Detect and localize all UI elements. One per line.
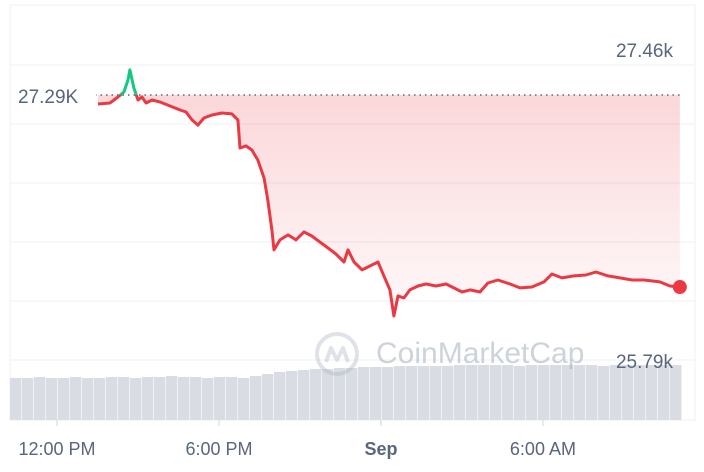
volume-bar <box>550 365 562 420</box>
volume-bar <box>142 377 154 420</box>
volume-bar <box>130 378 142 420</box>
y-tick-label: 25.79k <box>616 352 674 373</box>
volume-bar <box>490 365 502 420</box>
volume-bar <box>430 366 442 420</box>
volume-bar <box>598 366 610 420</box>
volume-bar <box>118 377 130 420</box>
volume-bar <box>274 372 286 420</box>
volume-bar <box>574 365 586 420</box>
price-line <box>97 95 680 318</box>
volume-bar <box>514 366 526 420</box>
volume-bar <box>562 365 574 420</box>
volume-bar <box>394 366 406 420</box>
watermark: CoinMarketCap <box>376 337 584 370</box>
volume-bar <box>238 378 250 420</box>
volume-bar <box>478 365 490 420</box>
volume-bar <box>34 377 46 420</box>
volume-bar <box>442 366 454 420</box>
price-area <box>98 95 680 316</box>
volume-bar <box>310 369 322 420</box>
volume-bar <box>382 367 394 420</box>
volume-bar <box>406 366 418 420</box>
volume-bar <box>262 374 274 420</box>
volume-bar <box>670 365 682 420</box>
x-tick-label: 6:00 PM <box>185 439 252 459</box>
volume-bar <box>634 365 646 420</box>
volume-bar <box>58 378 70 420</box>
volume-bar <box>622 365 634 420</box>
volume-bar <box>190 377 202 420</box>
volume-bar <box>154 377 166 420</box>
volume-bar <box>502 365 514 420</box>
x-tick-label: 12:00 PM <box>18 439 95 459</box>
watermark-logo <box>315 332 359 376</box>
x-tick-label: Sep <box>364 439 397 459</box>
volume-bar <box>466 365 478 420</box>
volume-bar <box>214 377 226 420</box>
volume-bar <box>178 377 190 420</box>
volume-bar <box>658 365 670 420</box>
volume-bar <box>94 378 106 420</box>
volume-bar <box>106 377 118 420</box>
volume-bar <box>526 365 538 420</box>
volume-bar <box>10 378 22 420</box>
reference-label-bg <box>14 82 96 109</box>
volume-bar <box>358 367 370 420</box>
volume-bar <box>250 376 262 420</box>
volume-bar <box>538 365 550 420</box>
volume-bar <box>46 378 58 420</box>
volume-bar <box>418 366 430 420</box>
volume-bar <box>226 377 238 420</box>
volume-bar <box>610 365 622 420</box>
volume-bar <box>586 365 598 420</box>
reference-label: 27.29K <box>18 87 79 108</box>
volume-bar <box>286 371 298 420</box>
volume-bar <box>202 378 214 420</box>
volume-bar <box>346 368 358 420</box>
y-tick-label: 27.46k <box>616 41 674 62</box>
volume-bar <box>322 369 334 420</box>
x-tick-label: 6:00 AM <box>510 439 576 459</box>
volume-bar <box>334 368 346 420</box>
volume-bar <box>298 370 310 420</box>
volume-bar <box>70 377 82 420</box>
volume-bar <box>22 378 34 420</box>
last-point <box>672 280 687 295</box>
volume-bar <box>454 365 466 420</box>
volume-bar <box>82 378 94 420</box>
volume-bar <box>370 367 382 420</box>
volume-bar <box>646 365 658 420</box>
volume-bar <box>166 376 178 420</box>
